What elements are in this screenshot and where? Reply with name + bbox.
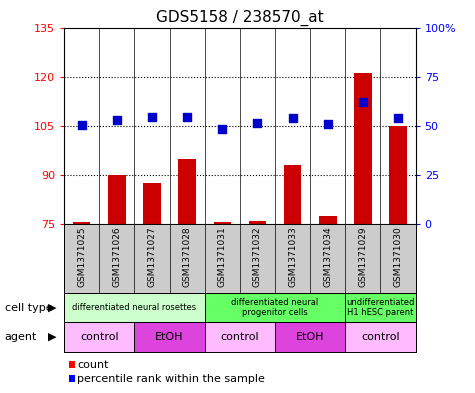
Bar bbox=[64, 293, 205, 322]
Text: GSM1371032: GSM1371032 bbox=[253, 226, 262, 287]
Text: control: control bbox=[220, 332, 259, 342]
Point bbox=[78, 122, 86, 128]
Bar bbox=[179, 158, 196, 224]
Bar bbox=[284, 165, 301, 224]
Point bbox=[289, 115, 296, 121]
Point bbox=[394, 115, 402, 121]
Bar bbox=[354, 73, 371, 224]
Text: GSM1371030: GSM1371030 bbox=[394, 226, 402, 287]
Bar bbox=[134, 322, 205, 352]
Text: count: count bbox=[77, 360, 109, 370]
Bar bbox=[73, 222, 91, 224]
Text: percentile rank within the sample: percentile rank within the sample bbox=[77, 374, 266, 384]
Point bbox=[359, 99, 367, 105]
Text: GSM1371026: GSM1371026 bbox=[113, 226, 121, 287]
Text: differentiated neural rosettes: differentiated neural rosettes bbox=[72, 303, 197, 312]
Bar bbox=[205, 322, 275, 352]
Title: GDS5158 / 238570_at: GDS5158 / 238570_at bbox=[156, 10, 323, 26]
Point bbox=[218, 126, 226, 132]
Text: ▶: ▶ bbox=[48, 332, 57, 342]
Text: EtOH: EtOH bbox=[155, 332, 184, 342]
Bar bbox=[345, 293, 416, 322]
Bar bbox=[345, 322, 416, 352]
Text: EtOH: EtOH bbox=[296, 332, 324, 342]
Text: GSM1371025: GSM1371025 bbox=[77, 226, 86, 287]
Bar bbox=[275, 322, 345, 352]
Bar bbox=[319, 216, 336, 224]
Text: control: control bbox=[80, 332, 119, 342]
Bar bbox=[143, 183, 161, 224]
Bar bbox=[249, 221, 266, 224]
Point bbox=[183, 114, 191, 120]
Text: GSM1371033: GSM1371033 bbox=[288, 226, 297, 287]
Text: differentiated neural
progenitor cells: differentiated neural progenitor cells bbox=[231, 298, 319, 317]
Point bbox=[148, 114, 156, 120]
Bar bbox=[390, 126, 407, 224]
Text: agent: agent bbox=[5, 332, 37, 342]
Bar bbox=[213, 222, 231, 224]
Text: GSM1371029: GSM1371029 bbox=[359, 226, 367, 287]
Text: undifferentiated
H1 hESC parent: undifferentiated H1 hESC parent bbox=[346, 298, 415, 317]
Text: control: control bbox=[361, 332, 400, 342]
Bar bbox=[64, 322, 134, 352]
Text: cell type: cell type bbox=[5, 303, 52, 312]
Bar bbox=[205, 293, 345, 322]
Text: GSM1371027: GSM1371027 bbox=[148, 226, 156, 287]
Text: ▶: ▶ bbox=[48, 303, 57, 312]
Point bbox=[324, 121, 332, 127]
Text: GSM1371031: GSM1371031 bbox=[218, 226, 227, 287]
Point bbox=[254, 119, 261, 126]
Text: GSM1371028: GSM1371028 bbox=[183, 226, 191, 287]
Text: GSM1371034: GSM1371034 bbox=[323, 226, 332, 287]
Bar bbox=[108, 175, 125, 224]
Point bbox=[113, 117, 121, 123]
